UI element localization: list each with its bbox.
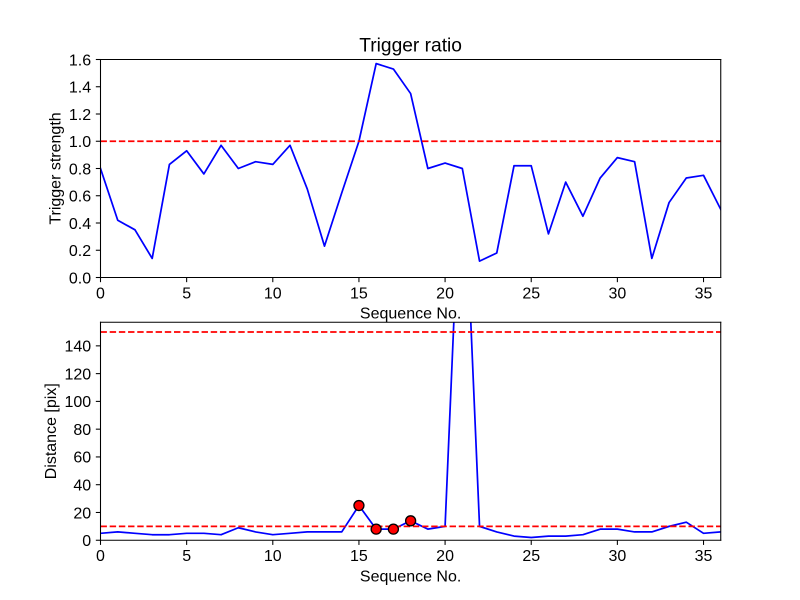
svg-text:140: 140 <box>64 339 91 356</box>
svg-text:0.4: 0.4 <box>69 216 91 233</box>
svg-text:0.8: 0.8 <box>69 161 91 178</box>
svg-text:Sequence No.: Sequence No. <box>360 306 461 323</box>
svg-text:30: 30 <box>608 285 626 302</box>
svg-text:60: 60 <box>73 450 91 467</box>
svg-text:0: 0 <box>82 533 91 550</box>
svg-text:0.0: 0.0 <box>69 270 91 287</box>
svg-text:5: 5 <box>182 548 191 565</box>
svg-text:10: 10 <box>264 548 282 565</box>
svg-text:15: 15 <box>350 285 368 302</box>
svg-text:15: 15 <box>350 548 368 565</box>
svg-text:Trigger strength: Trigger strength <box>47 112 64 224</box>
svg-text:20: 20 <box>436 285 454 302</box>
svg-text:40: 40 <box>73 478 91 495</box>
svg-text:25: 25 <box>522 548 540 565</box>
svg-text:1.4: 1.4 <box>69 80 91 97</box>
svg-text:20: 20 <box>73 505 91 522</box>
svg-text:25: 25 <box>522 285 540 302</box>
svg-text:30: 30 <box>608 548 626 565</box>
svg-text:Trigger ratio: Trigger ratio <box>359 36 462 57</box>
svg-text:5: 5 <box>182 285 191 302</box>
svg-text:Distance [pix]: Distance [pix] <box>43 383 60 479</box>
svg-text:Sequence No.: Sequence No. <box>360 568 461 585</box>
svg-text:20: 20 <box>436 548 454 565</box>
svg-text:1.2: 1.2 <box>69 107 91 124</box>
svg-text:80: 80 <box>73 422 91 439</box>
svg-text:0.6: 0.6 <box>69 189 91 206</box>
svg-text:0: 0 <box>96 548 105 565</box>
svg-text:1.6: 1.6 <box>69 52 91 69</box>
svg-text:0: 0 <box>96 285 105 302</box>
svg-text:100: 100 <box>64 394 91 411</box>
svg-text:120: 120 <box>64 366 91 383</box>
svg-text:35: 35 <box>695 548 713 565</box>
svg-text:1.0: 1.0 <box>69 134 91 151</box>
svg-text:35: 35 <box>695 285 713 302</box>
svg-text:10: 10 <box>264 285 282 302</box>
svg-text:0.2: 0.2 <box>69 243 91 260</box>
